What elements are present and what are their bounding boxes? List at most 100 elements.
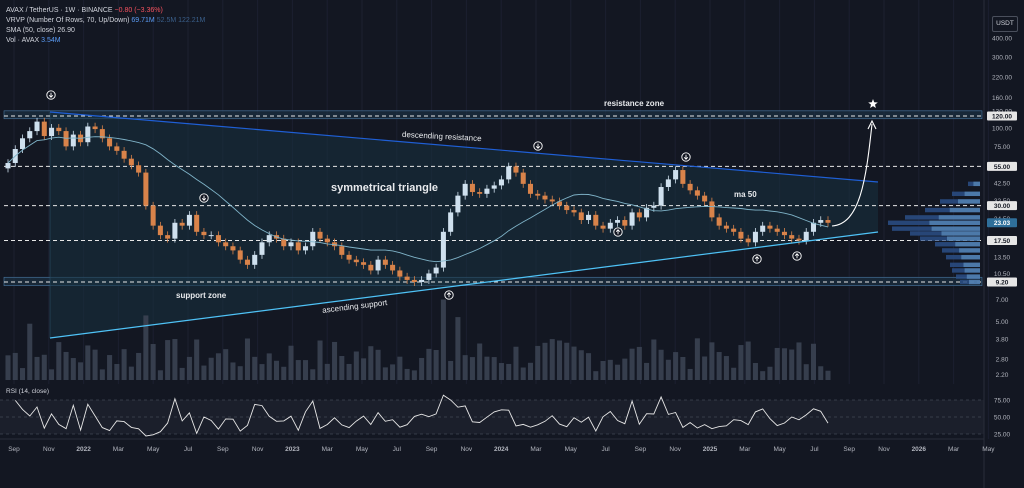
candle-body [789,235,795,239]
candle-body [259,242,265,255]
currency-label[interactable]: USDT [992,16,1018,32]
marker-arrow [615,229,621,235]
volume-bar [70,358,76,380]
candle-body [339,246,345,255]
candle-body [419,279,425,282]
legend-symbol-row: AVAX / TetherUS · 1W · BINANCE −0.80 (−3… [6,6,205,16]
candle-body [433,267,439,274]
volume-bar [469,357,475,380]
candle-body [353,259,359,263]
volume-bar [85,345,91,380]
volume-bar [411,370,417,380]
price-tick: 7.00 [996,297,1009,304]
candle-body [651,205,657,208]
volume-bar [121,349,127,380]
candle-body [194,214,200,232]
volume-profile [888,181,980,285]
time-tick: Sep [8,446,20,453]
time-tick: May [982,446,995,453]
candle-body [426,273,432,280]
candle-body [303,246,309,251]
volume-bar [324,363,330,380]
legend-vol-row: Vol · AVAX 3.54M [6,36,205,46]
marker-arrow [535,143,541,149]
volume-bar [680,357,686,380]
volume-bar [34,356,40,380]
volume-bar [273,360,280,380]
resistance-zone [3,110,983,120]
price-tick: 2.20 [996,372,1009,379]
candle-body [520,172,526,184]
price-tick: 23.03 [994,220,1011,227]
support-zone-label: support zone [176,291,227,300]
candle-body [673,170,679,180]
candle-body [99,129,105,139]
volume-bar [781,348,787,380]
volume-bar [709,342,715,380]
price-tick: 2.80 [996,356,1009,363]
price-tick: 10.50 [994,271,1011,278]
volume-bar [201,365,207,380]
candle-body [440,231,446,268]
candle-body [760,225,766,232]
candle-body [796,238,802,241]
candle-body [709,201,715,218]
volume-bars [5,299,831,380]
rsi-line [14,394,829,437]
candle-body [694,190,700,196]
volume-bar [448,360,454,380]
volume-bar [150,344,156,380]
profile-bar-up [964,191,980,197]
volume-bar [107,355,113,380]
rsi-tick: 50.00 [994,415,1011,422]
time-tick: Mar [113,446,125,453]
volume-bar [426,348,432,380]
volume-bar [186,356,192,380]
candle-body [56,127,62,132]
candle-body [491,185,497,189]
candle-body [542,195,548,200]
time-tick: Jul [184,446,193,453]
candle-body [738,231,744,239]
candle-body [215,235,221,243]
candle-body [404,276,410,280]
volume-bar [99,369,105,380]
candle-body [107,138,113,147]
volume-bar [92,349,98,380]
vrvp-label: VRVP (Number Of Rows, 70, Up/Down) [6,17,130,24]
time-tick: 2023 [285,446,300,453]
volume-bar [513,346,519,380]
volume-bar [586,353,592,380]
volume-bar [368,346,374,380]
volume-bar [745,341,751,380]
candle-body [49,127,55,137]
ma50-path [7,136,829,263]
rsi-tick: 25.00 [994,432,1011,439]
volume-bar [665,359,671,380]
volume-bar [760,371,766,380]
candle-body [281,238,287,247]
volume-bar [295,360,301,380]
volume-bar [658,349,664,380]
volume-bar [419,357,425,380]
candle-body [506,166,512,180]
volume-bar [622,358,628,380]
projection-arrowhead [867,119,877,130]
candle-body [361,262,367,265]
profile-bar-up [941,231,980,236]
volume-bar [477,343,483,380]
candle-body [593,214,599,226]
candle-body [745,238,751,243]
time-tick: Mar [322,446,334,453]
volume-bar [143,315,149,380]
volume-bar [114,364,120,380]
volume-bar [266,353,272,380]
profile-bar-up [929,220,980,225]
volume-bar [752,363,758,380]
price-tick: 120.00 [992,114,1012,121]
arrow-up-icon [752,254,762,264]
profile-bar-up [959,248,980,253]
time-tick: Sep [635,446,647,453]
candle-body [484,188,490,194]
